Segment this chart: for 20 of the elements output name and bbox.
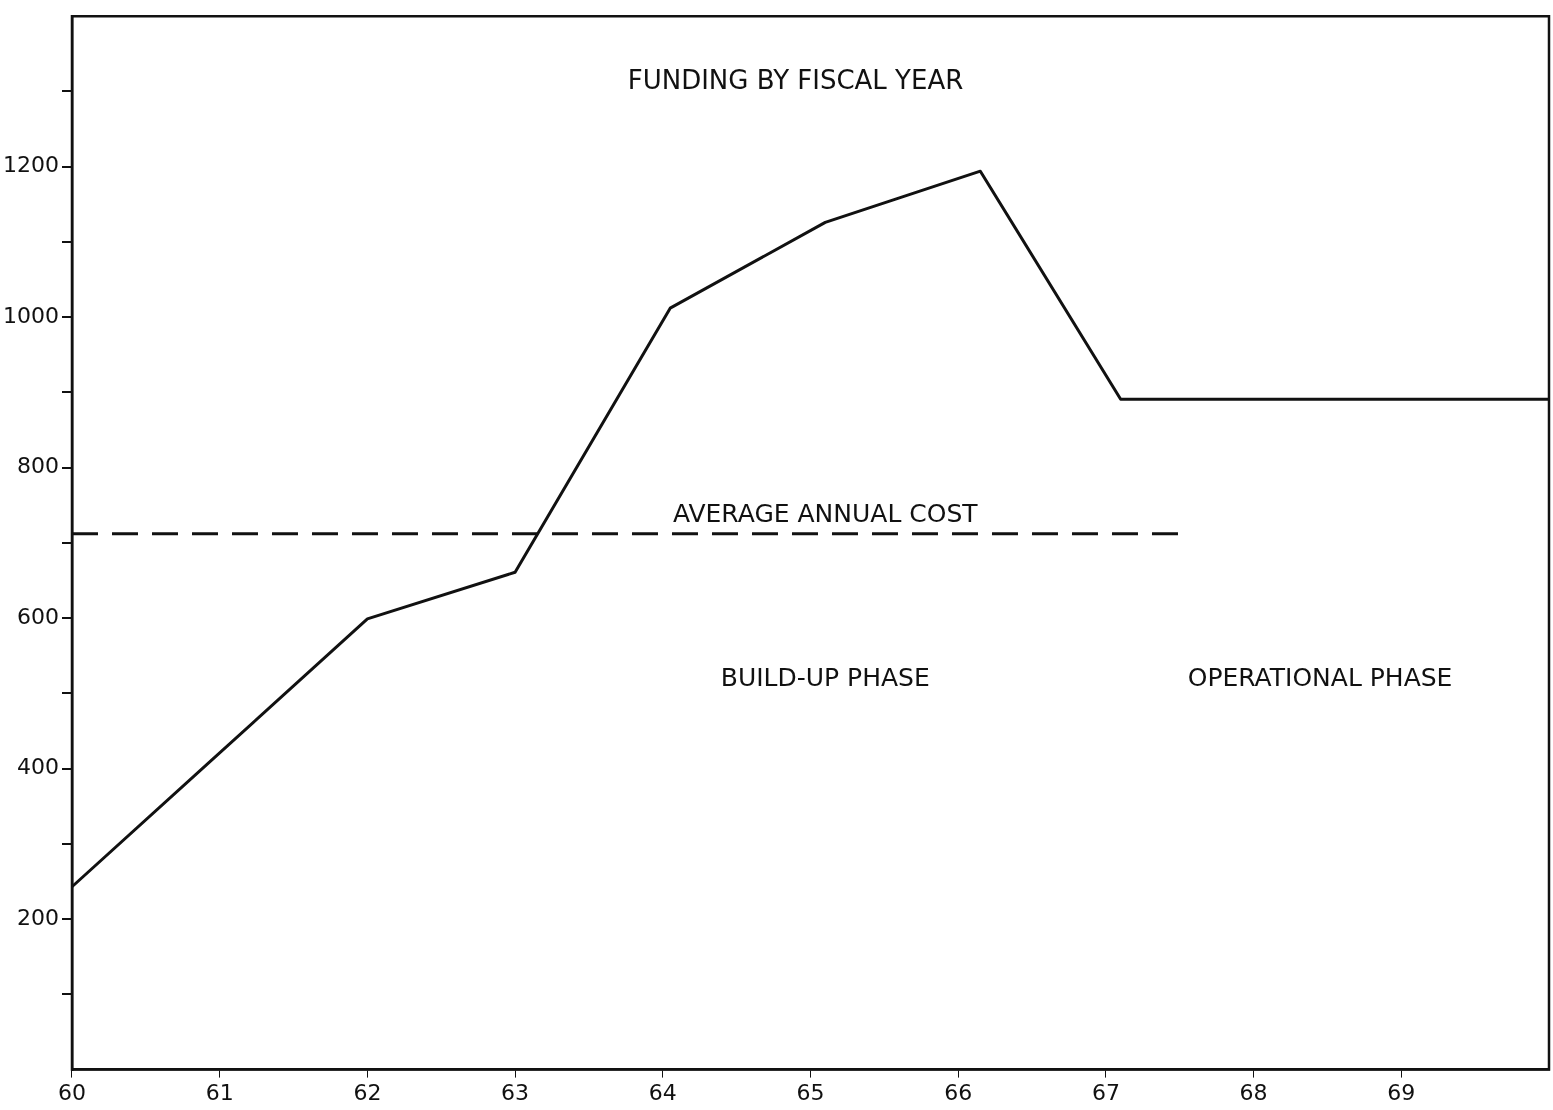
y-tick-label: 600 — [16, 603, 59, 629]
x-tick-label: 68 — [1239, 1079, 1268, 1105]
x-tick-label: 63 — [501, 1079, 530, 1105]
y-tick-label: 200 — [16, 904, 59, 930]
y-tick-label: 1000 — [2, 302, 59, 328]
x-tick-label: 62 — [353, 1079, 382, 1105]
y-tick-label: 800 — [16, 453, 59, 479]
x-tick-label: 65 — [796, 1079, 825, 1105]
x-tick-label: 66 — [944, 1079, 973, 1105]
annotation: BUILD-UP PHASE — [720, 663, 930, 693]
x-tick-label: 61 — [205, 1079, 234, 1105]
x-tick-label: 60 — [57, 1079, 86, 1105]
text: FUNDING BY FISCAL YEAR — [627, 64, 964, 95]
y-tick-label: 1200 — [2, 152, 59, 178]
y-tick-label: 400 — [16, 754, 59, 780]
series-label: AVERAGE ANNUAL COST — [672, 499, 979, 529]
x-tick-label: 69 — [1387, 1079, 1416, 1105]
x-tick-label: 64 — [648, 1079, 677, 1105]
annotation: OPERATIONAL PHASE — [1187, 663, 1453, 693]
x-tick-label: 67 — [1091, 1079, 1120, 1105]
